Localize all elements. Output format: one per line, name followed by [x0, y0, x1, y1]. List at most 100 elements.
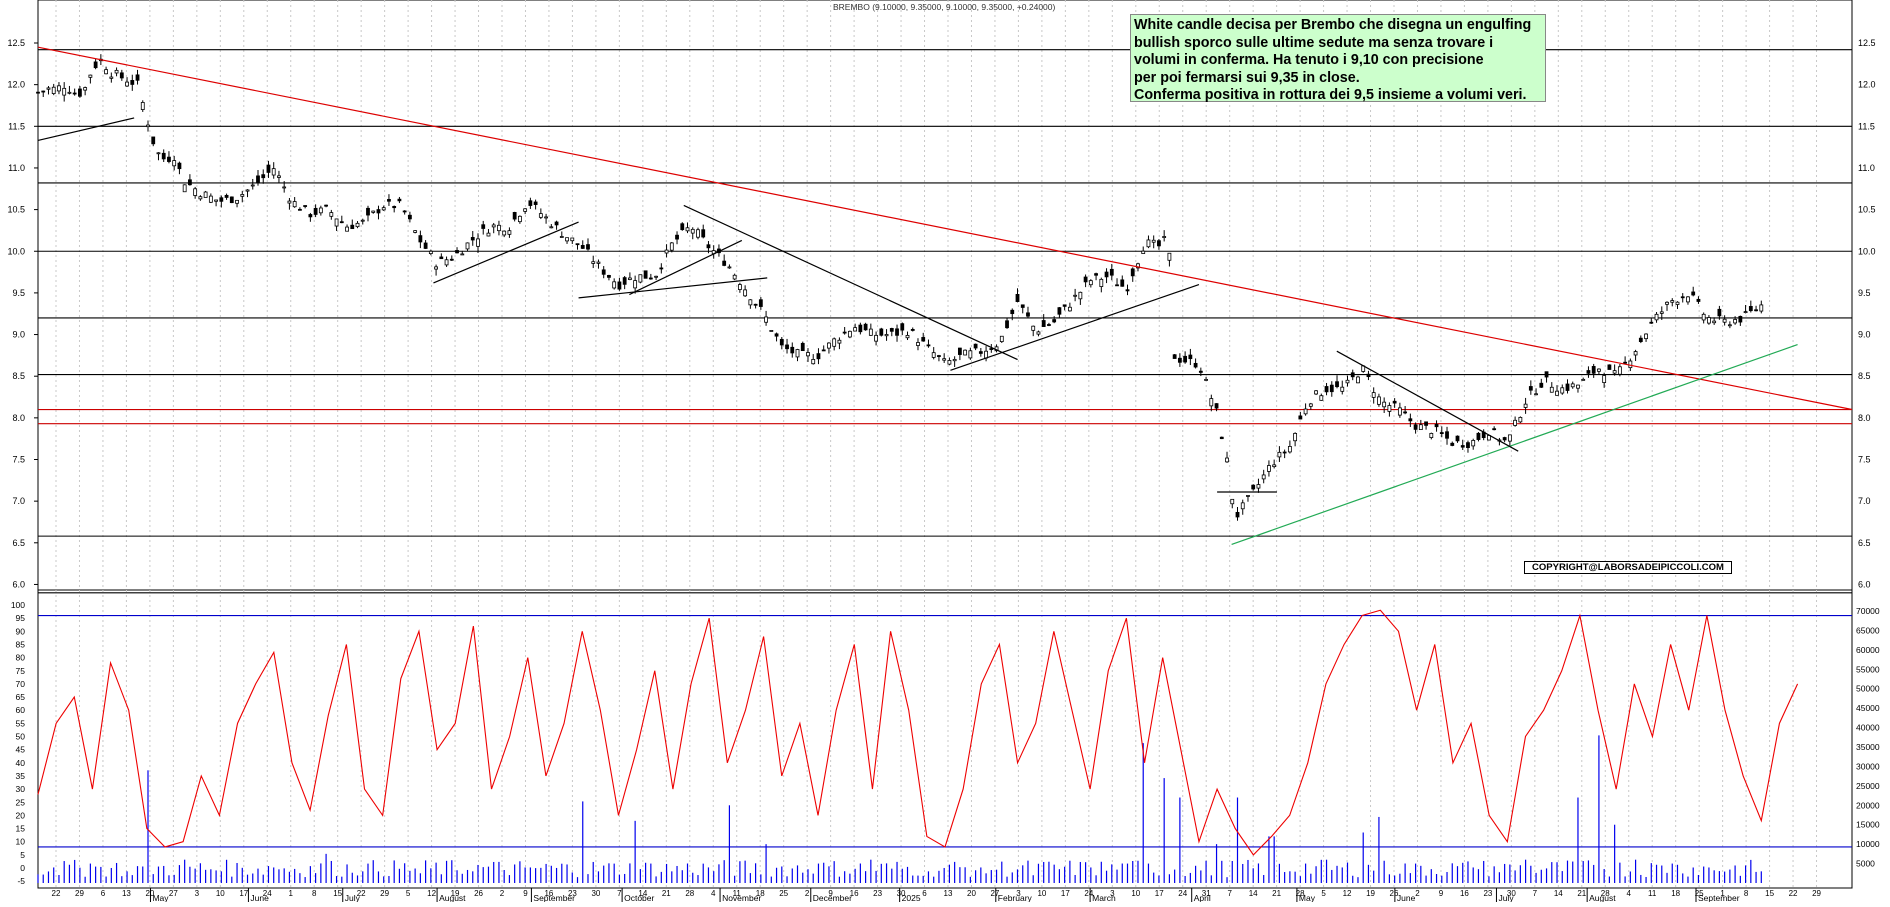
- candle-body: [1429, 432, 1434, 438]
- candle-body: [790, 346, 795, 354]
- candle-body: [1722, 318, 1727, 323]
- candle-body: [203, 191, 208, 198]
- x-month-label: November: [722, 893, 761, 902]
- oscillator-tick-label: 40: [16, 758, 26, 768]
- candle-body: [832, 338, 837, 347]
- candle-body: [428, 250, 433, 255]
- candle-body: [1513, 419, 1518, 426]
- x-month-label: April: [1194, 893, 1211, 902]
- y-tick-label: 10.0: [7, 246, 25, 256]
- candle-body: [607, 275, 611, 278]
- y-tick-label: 12.5: [7, 38, 25, 48]
- x-day-label: 25: [779, 889, 788, 898]
- candle-body: [198, 196, 203, 200]
- candle-body: [1324, 386, 1329, 393]
- candle-body: [214, 199, 218, 202]
- candle-body: [266, 164, 271, 173]
- candle-body: [1340, 386, 1345, 392]
- x-day-label: 23: [873, 889, 882, 898]
- candle-body: [1293, 432, 1298, 442]
- x-day-label: 24: [1084, 889, 1093, 898]
- candle-body: [847, 330, 852, 338]
- oscillator-layer: [37, 609, 1852, 883]
- x-day-label: 25: [1695, 889, 1704, 898]
- candle-body: [1104, 271, 1109, 278]
- trendline: [950, 284, 1200, 371]
- candle-body: [1005, 320, 1009, 329]
- candle-body: [1581, 378, 1586, 381]
- candle-body: [402, 210, 407, 213]
- candle-body: [523, 208, 528, 212]
- candle-body: [570, 237, 575, 242]
- candle-body: [1246, 495, 1250, 497]
- level-layer: [38, 49, 1852, 594]
- candle-body: [727, 266, 732, 269]
- candle-body: [297, 208, 302, 211]
- candle-body: [669, 242, 674, 251]
- x-month-label: May: [152, 893, 169, 902]
- volume-tick-label: 10000: [1856, 839, 1880, 849]
- candle-body: [1036, 331, 1041, 335]
- candle-body: [1371, 392, 1376, 398]
- candle-body: [497, 224, 501, 232]
- y-tick-label: 6.0: [1858, 579, 1871, 589]
- candle-body: [481, 224, 486, 229]
- candle-body: [1083, 276, 1088, 283]
- x-day-label: 10: [1131, 889, 1140, 898]
- candle-body: [758, 299, 763, 307]
- oscillator-tick-label: 35: [16, 771, 26, 781]
- volume-tick-label: 45000: [1856, 703, 1880, 713]
- y-tick-label: 6.5: [1858, 538, 1871, 548]
- y-tick-label: 6.5: [12, 538, 25, 548]
- candle-body: [219, 197, 224, 202]
- x-day-label: 12: [427, 889, 436, 898]
- candle-body: [1172, 354, 1177, 359]
- candle-body: [1434, 424, 1439, 428]
- candle-body: [256, 175, 260, 184]
- candle-body: [208, 195, 213, 203]
- candle-body: [984, 350, 988, 359]
- x-day-label: 5: [1321, 889, 1326, 898]
- candle-body: [1047, 324, 1051, 326]
- candle-body: [1157, 240, 1161, 247]
- candle-body: [1240, 502, 1245, 510]
- candle-body: [1502, 437, 1507, 441]
- x-day-label: 19: [1366, 889, 1375, 898]
- x-day-label: 28: [1296, 889, 1305, 898]
- y-tick-label: 10.5: [7, 205, 25, 215]
- y-tick-label: 10.5: [1858, 205, 1876, 215]
- candle-body: [1382, 401, 1387, 408]
- candle-body: [1387, 405, 1392, 412]
- candle-body: [1261, 474, 1266, 480]
- x-day-label: 23: [1483, 889, 1492, 898]
- candle-body: [470, 237, 475, 241]
- x-day-label: 22: [1789, 889, 1798, 898]
- x-month-label: March: [1092, 893, 1116, 902]
- candle-body: [1549, 386, 1554, 393]
- candle-body: [748, 299, 753, 306]
- candle-body: [109, 76, 114, 79]
- candle-body: [1675, 301, 1680, 305]
- candle-body: [931, 352, 936, 358]
- x-day-label: 6: [922, 889, 927, 898]
- candle-body: [1418, 424, 1423, 431]
- candle-body: [1638, 337, 1643, 342]
- candle-body: [538, 213, 543, 218]
- candle-body: [1403, 411, 1408, 414]
- candle-body: [706, 244, 711, 249]
- candle-body: [1067, 306, 1072, 312]
- candle-body: [245, 189, 250, 192]
- x-day-label: 10: [216, 889, 225, 898]
- candle-body: [67, 91, 72, 94]
- candle-body: [282, 186, 287, 189]
- y-tick-label: 8.5: [12, 371, 25, 381]
- candle-body: [177, 162, 182, 170]
- candle-body: [989, 348, 994, 350]
- candle-body: [172, 160, 177, 167]
- candle-body: [544, 216, 548, 219]
- volume-tick-label: 70000: [1856, 606, 1880, 616]
- volume-tick-label: 65000: [1856, 625, 1880, 635]
- candle-body: [1272, 464, 1277, 468]
- candle-body: [167, 156, 171, 162]
- candle-body: [1738, 315, 1743, 323]
